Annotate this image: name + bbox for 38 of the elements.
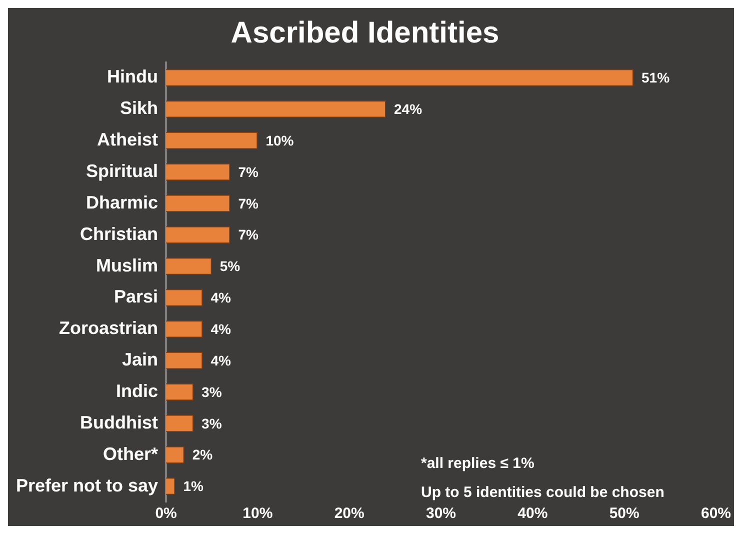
data-label: 7% [238, 164, 259, 180]
y-tick-label: Atheist [97, 130, 158, 150]
data-label: 3% [202, 384, 222, 400]
data-label: 10% [266, 132, 294, 148]
data-label: 5% [220, 258, 241, 274]
x-tick-label: 50% [609, 505, 640, 522]
data-label: 2% [192, 446, 214, 463]
y-tick-label: Parsi [114, 286, 158, 307]
data-label: 7% [238, 226, 259, 243]
data-label: 1% [183, 478, 204, 494]
y-tick-label: Sikh [120, 98, 158, 118]
y-tick-label: Other* [103, 444, 158, 464]
data-label: 7% [238, 195, 259, 212]
data-label: 3% [202, 415, 222, 432]
data-label: 4% [210, 352, 232, 368]
x-tick-label: 40% [518, 505, 548, 522]
data-label: 51% [641, 70, 670, 86]
y-tick-label: Buddhist [80, 412, 158, 432]
annotation: Up to 5 identities could be chosen [420, 484, 664, 502]
data-label: 4% [210, 290, 232, 306]
x-tick-label: 60% [700, 505, 732, 522]
y-tick-label: Spiritual [86, 160, 158, 181]
x-tick-label: 10% [242, 505, 273, 522]
y-tick-label: Indic [116, 380, 158, 401]
y-tick-label: Dharmic [86, 192, 158, 212]
x-tick-label: 30% [426, 505, 456, 522]
y-tick-label: Hindu [107, 66, 158, 87]
x-tick-label: 20% [334, 505, 364, 522]
y-tick-label: Christian [80, 224, 158, 244]
y-tick-label: Jain [122, 350, 158, 370]
y-tick-label: Prefer not to say [16, 475, 158, 496]
x-tick-label: 0% [155, 505, 177, 522]
chart-title: Ascribed Identities [230, 16, 500, 50]
data-label: 4% [210, 321, 232, 337]
annotation: *all replies ≤ 1% [420, 455, 534, 472]
data-label: 24% [394, 101, 423, 117]
y-tick-label: Zoroastrian [59, 318, 158, 338]
y-tick-label: Muslim [96, 255, 158, 276]
